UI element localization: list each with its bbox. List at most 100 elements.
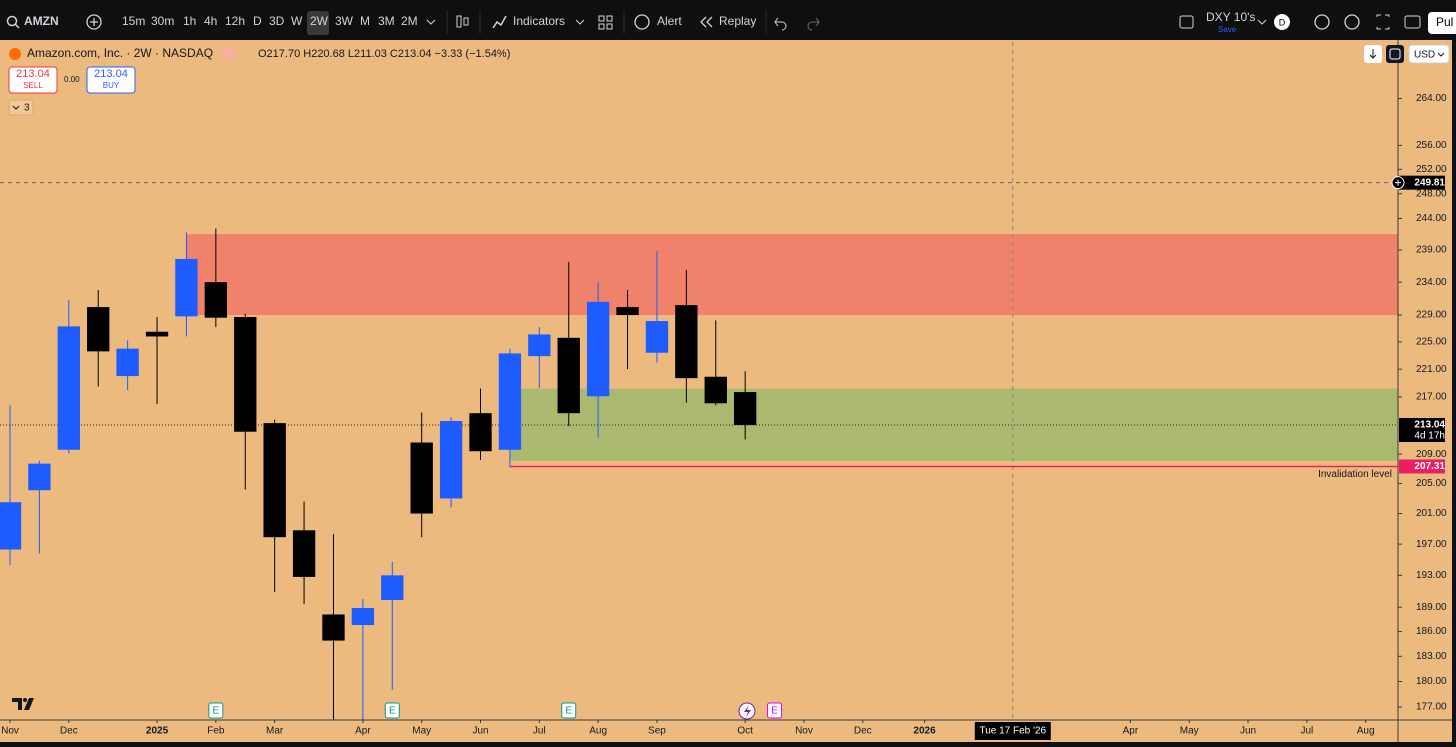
y-tick-label: 256.00	[1416, 140, 1447, 151]
timeframe[interactable]: W	[291, 14, 303, 28]
indicators-button[interactable]: Indicators	[513, 14, 565, 28]
candle-body	[645, 321, 669, 353]
y-tick-label: 221.00	[1416, 364, 1447, 375]
candle-body	[410, 442, 433, 514]
object-tree[interactable]	[1386, 45, 1404, 63]
timeframe[interactable]: 30m	[151, 14, 174, 28]
y-tick-label: 248.00	[1416, 188, 1447, 199]
timeframe[interactable]: 3D	[269, 14, 285, 28]
y-tick-label: 264.00	[1416, 93, 1447, 104]
zone	[509, 388, 1398, 461]
x-tick-label: Jul	[533, 726, 546, 737]
indicator-toggle[interactable]	[8, 99, 34, 116]
zone	[186, 234, 1398, 316]
alert-icon	[634, 14, 650, 30]
timeframe[interactable]: 2W	[310, 14, 329, 28]
crosshair-time-badge	[974, 722, 1051, 740]
x-tick-label: Jun	[1240, 726, 1256, 737]
avatar[interactable]	[1274, 14, 1290, 30]
candle-body	[469, 413, 492, 452]
y-tick-label: 234.00	[1416, 277, 1447, 288]
x-tick-label: Aug	[589, 726, 607, 737]
event-marker[interactable]	[208, 702, 224, 719]
publish-label: Pul	[1436, 15, 1453, 29]
y-tick-label: 197.00	[1416, 539, 1447, 550]
invalidation-badge-label: 207.31	[1414, 461, 1445, 472]
undo[interactable]	[774, 17, 787, 31]
timeframe[interactable]: D	[253, 14, 262, 28]
currency-select[interactable]	[1408, 44, 1450, 64]
event-marker[interactable]	[384, 702, 400, 719]
publish-button[interactable]	[1428, 12, 1456, 34]
event-label: E	[565, 706, 572, 717]
timeframe[interactable]: 4h	[204, 14, 217, 28]
invalidation-label: Invalidation level	[1318, 469, 1392, 480]
legend-title[interactable]: Amazon.com, Inc. · 2W · NASDAQ	[27, 46, 213, 60]
dropdown[interactable]	[426, 19, 436, 25]
timeframe[interactable]: 15m	[122, 14, 145, 28]
active-timeframe	[307, 11, 329, 35]
save-label[interactable]: Save	[1218, 25, 1237, 34]
alert-button[interactable]: Alert	[657, 14, 682, 28]
x-tick-label: Aug	[1357, 726, 1375, 737]
timeframe[interactable]: 3W	[335, 14, 354, 28]
y-tick-label: 177.00	[1416, 702, 1447, 713]
quick-search[interactable]	[1314, 14, 1330, 30]
layout-name[interactable]: DXY 10's	[1206, 10, 1255, 24]
candle-body	[263, 423, 286, 538]
search-icon[interactable]	[6, 15, 18, 27]
snapshot[interactable]	[1404, 15, 1421, 29]
candle-body	[322, 614, 345, 641]
sell-button[interactable]	[8, 66, 58, 94]
candle-body	[57, 326, 80, 450]
candle-body	[586, 301, 610, 397]
candle-body	[116, 348, 139, 377]
candle-body	[557, 337, 580, 414]
compare-button[interactable]	[86, 14, 102, 30]
candle-body	[733, 392, 757, 425]
timeframe[interactable]: 3M	[378, 14, 395, 28]
chevron	[1437, 52, 1445, 57]
crosshair-time-label: Tue 17 Feb '26	[979, 726, 1046, 737]
sell-label: SELL	[23, 81, 43, 90]
last-price-badge-label: 213.04	[1414, 420, 1445, 431]
layout-icon[interactable]	[1179, 15, 1194, 29]
indicators-icon	[492, 15, 507, 29]
settings[interactable]	[1344, 14, 1360, 30]
y-tick-label: 205.00	[1416, 478, 1447, 489]
redo[interactable]	[807, 17, 820, 31]
event-marker[interactable]	[767, 702, 783, 719]
candle-body	[234, 317, 257, 432]
chart-type-icon[interactable]	[456, 15, 462, 28]
templates-icon[interactable]	[598, 15, 613, 30]
candle-body	[87, 307, 110, 352]
buy-button[interactable]	[86, 66, 136, 94]
x-tick-label: Apr	[1123, 726, 1139, 737]
timeframe[interactable]: M	[360, 14, 370, 28]
axes: 264.00 256.00 252.00 248.00 244.00 239.00 234.…	[1, 93, 1447, 740]
timeframe[interactable]: 2M	[401, 14, 418, 28]
y-tick-label: 229.00	[1416, 310, 1447, 321]
timeframe[interactable]: 1h	[183, 14, 196, 28]
event-marker[interactable]	[561, 702, 577, 719]
fullscreen[interactable]	[1376, 14, 1390, 30]
indicator-count: 3	[24, 103, 30, 114]
candle-body	[381, 575, 404, 600]
invalidation-badge	[1399, 459, 1445, 474]
candle-body	[292, 530, 316, 577]
x-tick-label: Apr	[355, 726, 371, 737]
dropdown[interactable]	[1257, 19, 1267, 25]
x-tick-label: 2025	[146, 726, 169, 737]
replay-button[interactable]: Replay	[719, 14, 756, 28]
legend-icon	[222, 48, 235, 60]
crosshair-price-badge	[1399, 175, 1445, 190]
candle-body	[498, 353, 522, 450]
candle-body	[204, 282, 228, 318]
timeframe[interactable]: 12h	[225, 14, 245, 28]
currency: USD	[1414, 50, 1435, 61]
dropdown[interactable]	[575, 19, 585, 25]
sell-price: 213.04	[16, 68, 50, 80]
crosshair-price-badge-label: 249.81	[1414, 177, 1445, 188]
symbol[interactable]: AMZN	[24, 14, 59, 28]
